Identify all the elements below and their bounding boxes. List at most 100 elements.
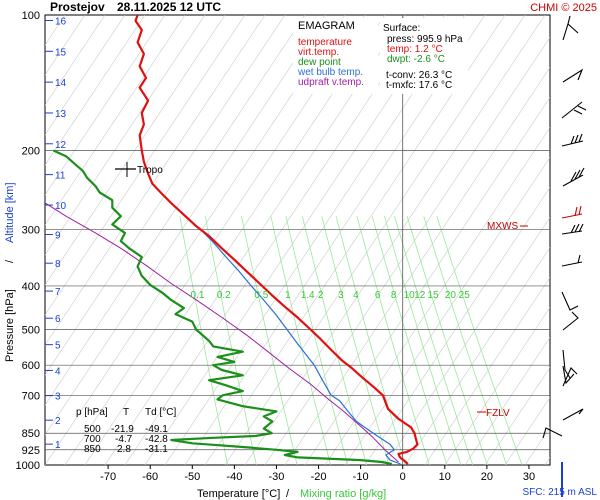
mixing-ratio-label: 0.5 — [254, 290, 268, 301]
dry-adiabat-line — [524, 426, 550, 465]
dry-adiabat-line — [324, 126, 550, 465]
legend-item-udpraft: udpraft v.temp. — [298, 77, 364, 88]
credit: CHMI © 2025 — [530, 2, 597, 14]
dry-adiabat-line — [504, 396, 550, 465]
table-header-td: Td [°C] — [145, 407, 176, 418]
dry-adiabat-line — [45, 15, 146, 166]
altitude-tick-label: 5 — [55, 341, 61, 352]
mixing-ratio-line — [179, 216, 229, 465]
station-title: Prostejov — [50, 0, 105, 14]
dry-adiabat-line — [45, 15, 326, 436]
x-tick-label: -30 — [269, 471, 285, 483]
legend-item-temperature: temperature — [298, 37, 352, 48]
wind-barb — [562, 68, 584, 83]
mixing-ratio-label: 1 — [285, 290, 291, 301]
x-tick-label: -40 — [226, 471, 242, 483]
table-row-700-p: 700 — [84, 434, 101, 445]
dry-adiabat-line — [45, 15, 106, 106]
dew-point-series — [52, 149, 393, 465]
table-row-850-t: 2.8 — [117, 444, 131, 455]
dry-adiabat-line — [45, 15, 126, 136]
mixing-ratio-label: 3 — [338, 290, 344, 301]
wind-barb — [562, 408, 584, 421]
table-row-850-p: 850 — [84, 444, 101, 455]
surface-box — [380, 18, 468, 94]
surface-elevation: SFC: 215 m ASL — [523, 487, 598, 498]
wind-barb — [542, 427, 563, 439]
dry-adiabat-line — [45, 15, 206, 256]
x-tick-label: -70 — [100, 471, 116, 483]
mixing-ratio-label: 1.4 — [301, 290, 315, 301]
mixing-ratio-label: 20 — [445, 290, 457, 301]
wet-bulb-series — [200, 229, 401, 465]
wind-barb — [561, 101, 587, 119]
x-tick-label: -20 — [311, 471, 327, 483]
surface-temp: temp: 1.2 °C — [387, 44, 443, 55]
wind-barb — [561, 205, 583, 219]
table-header-p: p [hPa] — [76, 407, 108, 418]
dry-adiabat-line — [45, 15, 286, 376]
dry-adiabat-line — [264, 36, 550, 465]
wind-barb — [561, 254, 583, 267]
dry-adiabat-line — [45, 15, 246, 316]
legend-item-virt-temp: virt.temp. — [298, 47, 339, 58]
dry-adiabat-line — [565, 15, 600, 465]
table-row-500-p: 500 — [84, 424, 101, 435]
datetime-title: 28.11.2025 12 UTC — [117, 0, 221, 14]
mixing-ratio-label: 6 — [375, 290, 381, 301]
surface-tconv: t-conv: 26.3 °C — [386, 70, 452, 81]
pressure-tick-label: 400 — [22, 281, 40, 293]
mixing-ratio-line — [301, 216, 367, 465]
mixing-ratio-label: 0.1 — [191, 290, 205, 301]
altitude-tick-label: 15 — [55, 47, 67, 58]
mixing-ratio-line — [423, 216, 508, 465]
mixing-ratio-label: 10 — [404, 290, 416, 301]
mixing-ratio-line — [384, 216, 462, 465]
dry-adiabat-line — [45, 15, 186, 226]
wind-barbs-column — [542, 15, 587, 497]
dry-adiabat-line — [484, 366, 550, 465]
level-table: p [hPa] T Td [°C] 500 -21.9 -49.1 700 -4… — [76, 407, 176, 455]
mixing-ratio-label: 15 — [427, 290, 439, 301]
altitude-tick-label: 12 — [55, 140, 67, 151]
mixing-ratio-line — [321, 216, 390, 465]
x-tick-label: -10 — [353, 471, 369, 483]
dry-adiabat-line — [45, 15, 226, 286]
x-tick-label: 20 — [481, 471, 493, 483]
dry-adiabat-line — [464, 336, 550, 465]
fzlv-label: FZLV — [486, 408, 510, 419]
surface-title: Surface: — [383, 23, 420, 34]
dry-adiabat-line — [45, 15, 166, 196]
altitude-tick-label: 16 — [55, 16, 67, 27]
y-axis-title-sep: / — [4, 259, 16, 263]
mixing-ratio-label: 8 — [391, 290, 397, 301]
dry-adiabat-line — [284, 66, 550, 465]
pressure-tick-label: 700 — [22, 390, 40, 402]
dry-adiabat-line — [344, 156, 550, 465]
surface-press: press: 995.9 hPa — [387, 34, 463, 45]
x-tick-label: -50 — [184, 471, 200, 483]
x-axis-title-2: Mixing ratio [g/kg] — [300, 488, 386, 500]
wind-barb — [562, 365, 575, 385]
wind-barb — [561, 223, 584, 235]
legend-item-dew-point: dew point — [298, 57, 341, 68]
dry-adiabat-line — [364, 186, 550, 465]
altitude-tick-label: 6 — [55, 314, 61, 325]
pressure-tick-label: 1000 — [16, 460, 40, 472]
pressure-tick-label: 850 — [22, 428, 40, 440]
dry-adiabat-line — [585, 15, 600, 465]
x-tick-label: 30 — [523, 471, 535, 483]
plot-frame — [44, 14, 551, 466]
updraft-vtemp-series — [45, 202, 399, 463]
pressure-tick-label: 925 — [22, 445, 40, 457]
table-row-500-td: -49.1 — [145, 424, 168, 435]
mixing-ratio-label: 25 — [459, 290, 471, 301]
mxws-label: MXWS — [487, 221, 518, 232]
dry-adiabat-line — [444, 306, 550, 465]
pressure-tick-label: 200 — [22, 145, 40, 157]
dry-adiabat-line — [544, 456, 550, 465]
x-axis-title: Temperature [°C] — [197, 488, 280, 500]
dry-adiabat-line — [304, 96, 550, 465]
pressure-tick-label: 600 — [22, 360, 40, 372]
wind-barb — [562, 167, 585, 187]
